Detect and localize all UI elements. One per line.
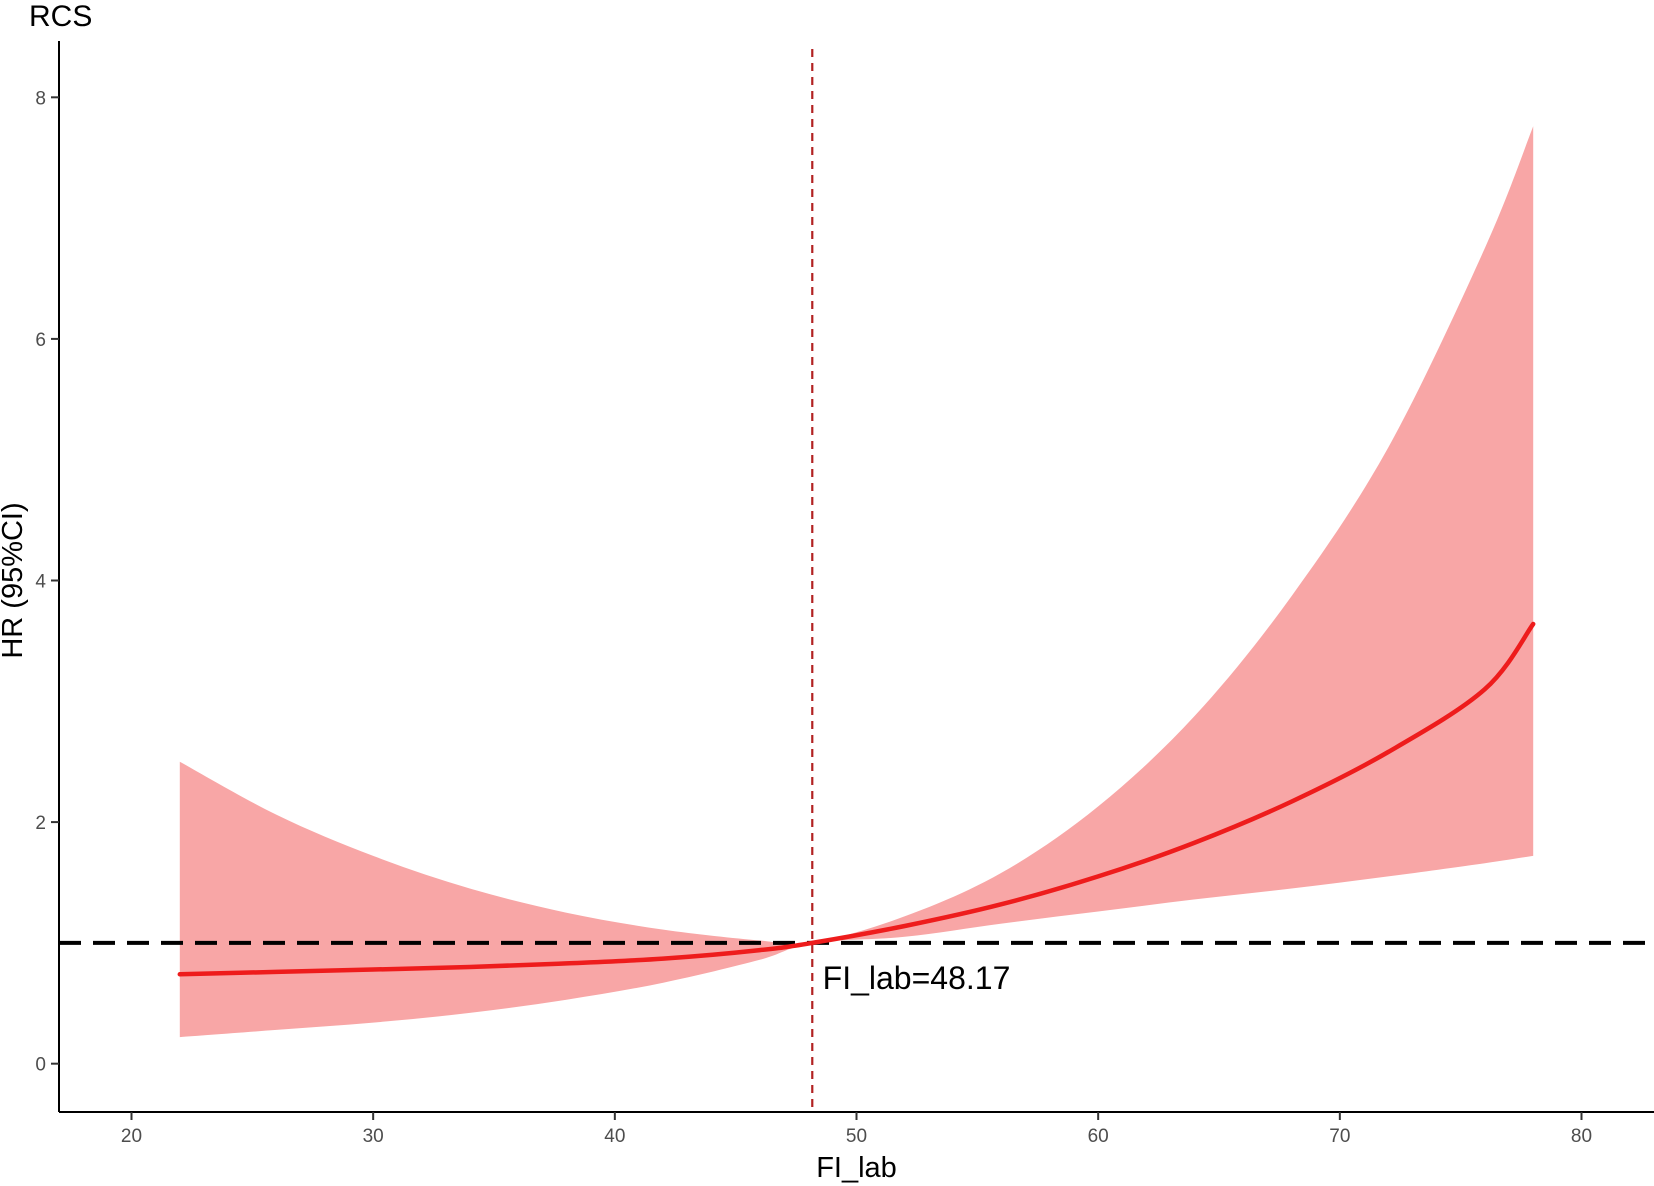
hr-curve	[177, 621, 1536, 977]
x-tick-label: 20	[121, 1126, 142, 1147]
x-tick-label: 40	[604, 1126, 625, 1147]
cutoff-annotation: FI_lab=48.17	[823, 960, 1011, 996]
y-tick-label: 8	[35, 88, 46, 109]
confidence-band	[179, 126, 1534, 1038]
x-axis-ticks: 20 30 40 50 60 70 80	[121, 1112, 1592, 1147]
y-tick-label: 2	[35, 813, 46, 834]
y-tick-label: 6	[35, 330, 46, 351]
x-axis-title: FI_lab	[816, 1152, 897, 1184]
y-axis-ticks: 0 2 4 6 8	[35, 88, 59, 1076]
x-tick-label: 70	[1329, 1126, 1350, 1147]
plot-area	[59, 49, 1654, 1112]
x-tick-label: 30	[363, 1126, 384, 1147]
x-tick-label: 60	[1088, 1126, 1109, 1147]
chart-title: RCS	[29, 0, 92, 33]
y-tick-label: 4	[35, 572, 46, 593]
x-tick-label: 50	[846, 1126, 867, 1147]
x-tick-label: 80	[1571, 1126, 1592, 1147]
y-axis-title: HR (95%CI)	[0, 502, 29, 658]
y-tick-label: 0	[35, 1055, 46, 1076]
